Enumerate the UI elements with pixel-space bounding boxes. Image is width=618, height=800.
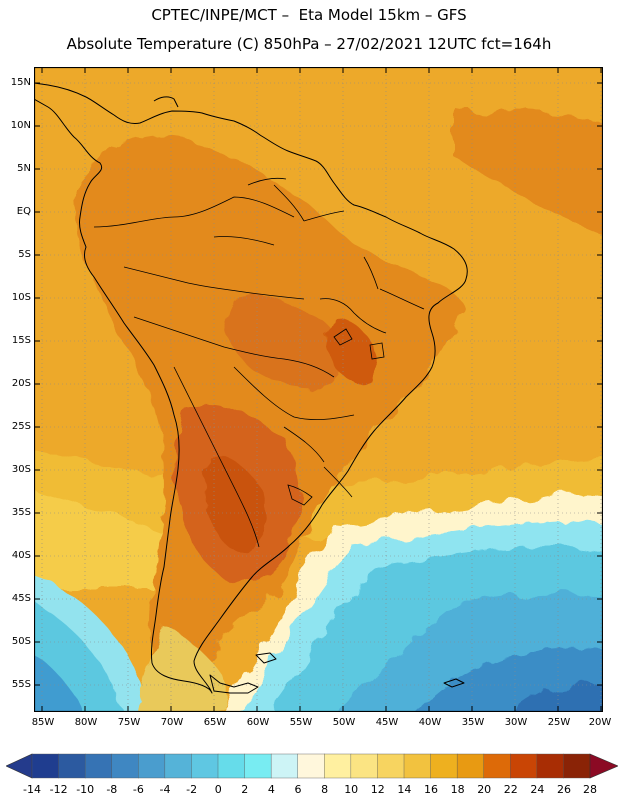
lat-label-30s: 30S <box>11 464 31 475</box>
lon-label-40w: 40W <box>418 717 442 728</box>
colorbar-label-14: 14 <box>397 783 412 796</box>
colorbar-label-17: 20 <box>477 783 492 796</box>
lat-label-15n: 15N <box>10 77 31 88</box>
colorbar-label-8: 2 <box>241 783 249 796</box>
colorbar-label-1: -12 <box>49 783 68 796</box>
axis-ticks <box>34 67 603 712</box>
colorbar-label-21: 28 <box>583 783 597 796</box>
colorbar-box-1 <box>58 753 86 779</box>
map-frame <box>34 67 603 712</box>
colorbar-box-13 <box>377 753 405 779</box>
graticule <box>34 67 603 712</box>
lon-label-25w: 25W <box>547 717 571 728</box>
colorbar-label-12: 10 <box>344 783 359 796</box>
lat-label-5s: 5S <box>18 249 31 260</box>
colorbar-box-14 <box>403 753 432 779</box>
colorbar-label-18: 22 <box>503 783 518 796</box>
colorbar-label-7: 0 <box>214 783 222 796</box>
colorbar-box-9 <box>270 753 299 779</box>
colorbar-label-0: -14 <box>23 783 41 796</box>
colorbar-label-9: 4 <box>267 783 275 796</box>
colorbar-box-12 <box>350 753 378 779</box>
colorbar-box-11 <box>324 753 352 779</box>
temperature-map <box>34 67 603 712</box>
lon-label-70w: 70W <box>160 717 184 728</box>
temperature-field <box>34 67 603 712</box>
lon-label-85w: 85W <box>31 717 55 728</box>
lon-label-50w: 50W <box>332 717 356 728</box>
lon-label-30w: 30W <box>504 717 528 728</box>
colorbar-box-20 <box>563 753 591 779</box>
colorbar-box-10 <box>297 753 325 779</box>
lon-label-55w: 55W <box>289 717 313 728</box>
lon-label-35w: 35W <box>461 717 485 728</box>
colorbar-under-arrow <box>6 753 33 779</box>
lat-label-10s: 10S <box>11 292 31 303</box>
lat-label-5n: 5N <box>17 163 31 174</box>
colorbar-label-16: 18 <box>450 783 465 796</box>
colorbar-box-7 <box>217 753 246 779</box>
lon-label-75w: 75W <box>117 717 141 728</box>
colorbar-box-3 <box>111 753 139 779</box>
colorbar-box-5 <box>164 753 192 779</box>
title-line-2: Absolute Temperature (C) 850hPa – 27/02/… <box>66 35 552 53</box>
colorbar-box-16 <box>456 753 485 779</box>
colorbar-box-18 <box>510 753 538 779</box>
colorbar-box-19 <box>536 753 564 779</box>
colorbar-label-13: 12 <box>370 783 385 796</box>
lat-label-25s: 25S <box>11 421 31 432</box>
lat-label-35s: 35S <box>11 507 31 518</box>
lon-label-45w: 45W <box>375 717 399 728</box>
colorbar-label-10: 6 <box>294 783 302 796</box>
colorbar-label-3: -8 <box>106 783 118 796</box>
colorbar-box-6 <box>191 753 219 779</box>
colorbar-label-4: -6 <box>132 783 144 796</box>
lat-label-55s: 55S <box>11 679 31 690</box>
colorbar-box-0 <box>31 753 60 779</box>
colorbar-label-15: 16 <box>424 783 438 796</box>
colorbar-box-4 <box>138 753 166 779</box>
colorbar-label-2: -10 <box>76 783 95 796</box>
colorbar-boxes <box>31 753 591 779</box>
colorbar <box>6 753 618 779</box>
lat-label-15s: 15S <box>11 335 31 346</box>
colorbar-over-arrow <box>589 753 618 779</box>
lon-label-80w: 80W <box>74 717 98 728</box>
country-borders <box>93 177 425 548</box>
lat-label-45s: 45S <box>11 593 31 604</box>
title-line-1: CPTEC/INPE/MCT – Eta Model 15km – GFS <box>151 6 467 24</box>
colorbar-box-17 <box>483 753 511 779</box>
lat-label-50s: 50S <box>11 636 31 647</box>
colorbar-box-8 <box>244 753 272 779</box>
lon-label-60w: 60W <box>246 717 270 728</box>
colorbar-label-6: -2 <box>186 783 198 796</box>
colorbar-label-5: -4 <box>159 783 171 796</box>
colorbar-label-20: 26 <box>557 783 571 796</box>
colorbar-label-19: 24 <box>530 783 545 796</box>
lat-label-eq: EQ <box>16 206 31 217</box>
colorbar-label-11: 8 <box>321 783 329 796</box>
coastlines <box>34 82 468 694</box>
lat-label-10n: 10N <box>10 120 31 131</box>
lat-label-20s: 20S <box>11 378 31 389</box>
lon-label-65w: 65W <box>203 717 227 728</box>
lon-label-20w: 20W <box>588 717 612 728</box>
colorbar-box-2 <box>84 753 113 779</box>
lat-label-40s: 40S <box>11 550 31 561</box>
colorbar-box-15 <box>430 753 458 779</box>
